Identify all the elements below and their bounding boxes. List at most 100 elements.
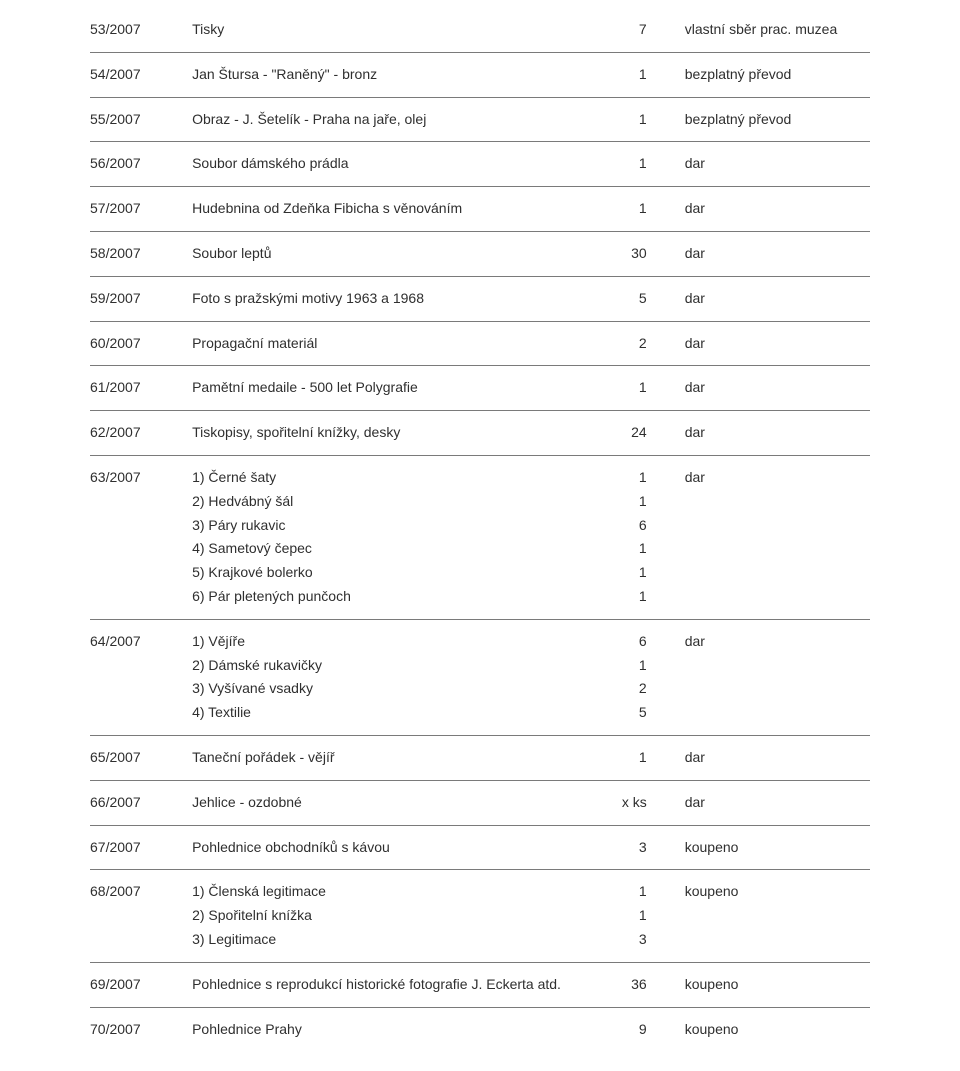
quantity-line: 3 [613,836,646,860]
quantity-line: 24 [613,421,646,445]
quantity-line: 1 [613,152,646,176]
record-note: dar [685,187,870,231]
quantity-line: 9 [613,1018,646,1042]
record-note: koupeno [685,826,870,870]
record-quantity: 1 [613,187,646,231]
table-row: 63/2007 1) Černé šaty2) Hedvábný šál3) Pá… [90,455,870,619]
record-quantity: 6125 [613,620,646,735]
table-row: 66/2007 Jehlice - ozdobnéx ks dar [90,780,870,825]
record-description: Pohlednice obchodníků s kávou [192,826,613,870]
record-note: dar [685,277,870,321]
record-id: 68/2007 [90,870,172,914]
quantity-line: 6 [613,630,646,654]
record-quantity: 9 [613,1008,646,1052]
table-row: 59/2007 Foto s pražskými motivy 1963 a 19… [90,276,870,321]
record-quantity: x ks [613,781,646,825]
record-id: 57/2007 [90,187,172,231]
record-id: 59/2007 [90,277,172,321]
quantity-line: 36 [613,973,646,997]
record-description: Obraz - J. Šetelík - Praha na jaře, olej [192,98,613,142]
record-note: dar [685,366,870,410]
record-description: Taneční pořádek - vějíř [192,736,613,780]
description-line: Tisky [192,18,613,42]
description-line: 2) Dámské rukavičky [192,654,613,678]
table-row: 60/2007Propagační materiál2dar [90,321,870,366]
record-id: 61/2007 [90,366,172,410]
record-id: 56/2007 [90,142,172,186]
record-description: Tisky [192,8,613,52]
record-id: 69/2007 [90,963,172,1007]
record-id: 67/2007 [90,826,172,870]
quantity-line: 1 [613,585,646,609]
record-quantity: 7 [613,8,646,52]
record-note: dar [685,736,870,780]
record-quantity: 2 [613,322,646,366]
table-row: 54/2007Jan Štursa - "Raněný" - bronz1bez… [90,52,870,97]
record-id: 70/2007 [90,1008,172,1052]
record-quantity: 5 [613,277,646,321]
quantity-line: 1 [613,108,646,132]
record-quantity: 1 [613,142,646,186]
record-id: 63/2007 [90,456,172,500]
record-quantity: 36 [613,963,646,1007]
record-note: koupeno [685,1008,870,1052]
description-line: 3) Vyšívané vsadky [192,677,613,701]
record-id: 54/2007 [90,53,172,97]
quantity-line: 1 [613,490,646,514]
description-line: Jan Štursa - "Raněný" - bronz [192,63,613,87]
description-line: Hudebnina od Zdeňka Fibicha s věnováním [192,197,613,221]
quantity-line: 2 [613,332,646,356]
description-line: Soubor dámského prádla [192,152,613,176]
quantity-line: 1 [613,654,646,678]
description-line: 1) Černé šaty [192,466,613,490]
quantity-line: 30 [613,242,646,266]
description-line: Taneční pořádek - vějíř [192,746,613,770]
description-line: Soubor leptů [192,242,613,266]
description-line: Pohlednice s reprodukcí historické fotog… [192,973,613,997]
table-row: 64/20071) Vějíře2) Dámské rukavičky3) Vy… [90,619,870,735]
record-description: 1) Černé šaty2) Hedvábný šál3) Páry ruka… [192,456,613,619]
record-note: dar [685,232,870,276]
record-description: Foto s pražskými motivy 1963 a 1968 [192,277,613,321]
record-quantity: 3 [613,826,646,870]
table-row: 56/2007Soubor dámského prádla1dar [90,142,870,187]
description-line: 4) Sametový čepec [192,537,613,561]
record-id: 66/2007 [90,781,172,825]
description-line: 2) Spořitelní knížka [192,904,613,928]
record-id: 58/2007 [90,232,172,276]
quantity-line: x ks [613,791,646,815]
record-id: 64/2007 [90,620,172,664]
record-quantity: 116111 [613,456,646,619]
record-description: Tiskopisy, spořitelní knížky, desky [192,411,613,455]
record-note: dar [685,456,870,500]
description-line: 3) Páry rukavic [192,514,613,538]
description-line: 2) Hedvábný šál [192,490,613,514]
record-quantity: 1 [613,98,646,142]
description-line: 6) Pár pletených punčoch [192,585,613,609]
record-description: Jehlice - ozdobné [192,781,613,825]
table-row: 68/2007 1) Členská legitimace2) Spořiteln… [90,870,870,962]
quantity-line: 1 [613,561,646,585]
quantity-line: 1 [613,466,646,490]
record-note: dar [685,620,870,664]
description-line: 4) Textilie [192,701,613,725]
record-description: Pohlednice Prahy [192,1008,613,1052]
record-description: Hudebnina od Zdeňka Fibicha s věnováním [192,187,613,231]
record-description: Soubor leptů [192,232,613,276]
quantity-line: 1 [613,376,646,400]
table-row: 61/2007 Pamětní medaile - 500 let Polygra… [90,366,870,411]
quantity-line: 5 [613,701,646,725]
record-quantity: 24 [613,411,646,455]
record-quantity: 30 [613,232,646,276]
quantity-line: 2 [613,677,646,701]
description-line: Propagační materiál [192,332,613,356]
description-line: Pamětní medaile - 500 let Polygrafie [192,376,613,400]
record-note: dar [685,781,870,825]
description-line: 1) Členská legitimace [192,880,613,904]
record-note: bezplatný převod [685,98,870,142]
record-note: koupeno [685,870,870,914]
quantity-line: 5 [613,287,646,311]
table-row: 69/2007 Pohlednice s reprodukcí historick… [90,962,870,1007]
quantity-line: 1 [613,904,646,928]
table-row: 57/2007 Hudebnina od Zdeňka Fibicha s věn… [90,187,870,232]
